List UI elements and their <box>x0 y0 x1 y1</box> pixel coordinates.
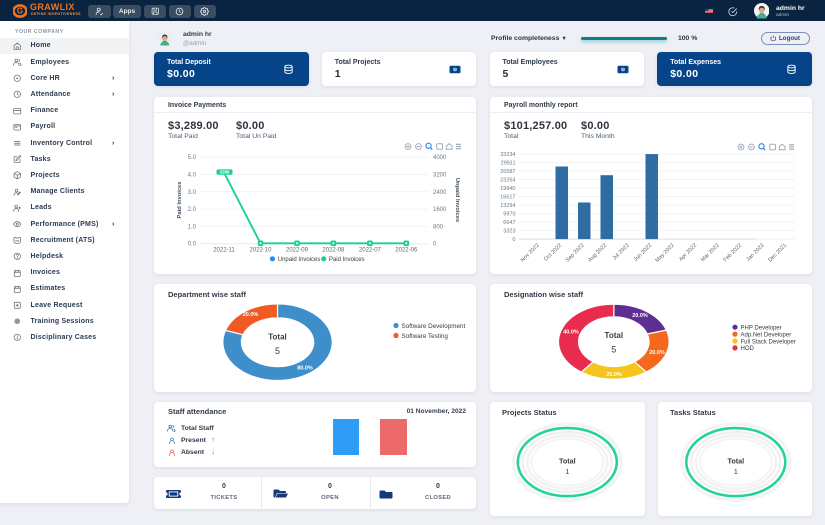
svg-text:5: 5 <box>611 344 616 354</box>
svg-text:$: $ <box>455 68 457 72</box>
svg-text:Nov 2022: Nov 2022 <box>520 243 541 264</box>
svg-text:2.0: 2.0 <box>188 207 197 213</box>
svg-text:3289: 3289 <box>220 170 230 175</box>
svg-text:2022-06: 2022-06 <box>395 247 418 253</box>
svg-text:3.0: 3.0 <box>188 190 197 196</box>
svg-text:HOD: HOD <box>741 346 755 352</box>
svg-text:Jul 2022: Jul 2022 <box>612 243 631 262</box>
svg-text:2400: 2400 <box>433 190 447 196</box>
svg-text:Paid Invoices: Paid Invoices <box>329 257 365 263</box>
svg-text:Total: Total <box>268 332 287 341</box>
svg-text:19940: 19940 <box>500 186 515 192</box>
svg-text:0.0: 0.0 <box>188 242 197 248</box>
svg-text:2022-08: 2022-08 <box>322 247 345 253</box>
svg-text:29911: 29911 <box>501 161 516 167</box>
svg-text:Mar 2022: Mar 2022 <box>700 243 721 264</box>
svg-text:2022-11: 2022-11 <box>213 247 235 253</box>
svg-text:20.0%: 20.0% <box>649 350 665 356</box>
svg-text:Adp.Net Developer: Adp.Net Developer <box>741 332 792 338</box>
svg-text:Jan 2022: Jan 2022 <box>745 243 765 263</box>
svg-text:16617: 16617 <box>500 195 515 201</box>
svg-text:Total: Total <box>559 457 576 466</box>
svg-text:2022-10: 2022-10 <box>250 247 273 253</box>
svg-text:Aug 2022: Aug 2022 <box>587 243 608 264</box>
svg-text:1600: 1600 <box>433 207 447 213</box>
svg-text:Unpaid Invoices: Unpaid Invoices <box>454 178 460 222</box>
svg-text:1: 1 <box>734 469 738 476</box>
svg-text:PHP Developer: PHP Developer <box>741 325 782 331</box>
svg-text:Software Development: Software Development <box>402 322 466 329</box>
svg-text:2022-09: 2022-09 <box>286 247 309 253</box>
svg-text:6647: 6647 <box>503 220 515 226</box>
svg-text:1.0: 1.0 <box>188 224 197 230</box>
svg-text:Apr 2022: Apr 2022 <box>678 243 698 263</box>
svg-text:13294: 13294 <box>500 203 515 209</box>
svg-text:5: 5 <box>275 346 280 356</box>
svg-text:Paid Invoices: Paid Invoices <box>177 182 183 219</box>
svg-text:40.0%: 40.0% <box>563 329 579 335</box>
svg-text:800: 800 <box>433 224 444 230</box>
svg-text:0: 0 <box>512 237 515 243</box>
svg-text:Dec 2021: Dec 2021 <box>767 243 788 264</box>
svg-text:Total: Total <box>605 331 624 340</box>
svg-text:$: $ <box>622 68 624 72</box>
svg-text:Jun 2022: Jun 2022 <box>633 243 653 263</box>
svg-text:3323: 3323 <box>503 229 515 235</box>
svg-text:4000: 4000 <box>433 155 447 161</box>
svg-text:23264: 23264 <box>500 178 515 184</box>
svg-text:Full Stack Developer: Full Stack Developer <box>741 339 796 345</box>
svg-text:Sep 2022: Sep 2022 <box>565 243 586 264</box>
svg-text:9970: 9970 <box>503 212 515 218</box>
svg-text:33234: 33234 <box>500 152 515 158</box>
svg-text:Total: Total <box>727 457 744 466</box>
svg-text:3200: 3200 <box>433 172 447 178</box>
svg-text:2022-07: 2022-07 <box>359 247 382 253</box>
svg-text:80.0%: 80.0% <box>297 365 313 371</box>
svg-text:G: G <box>17 7 23 16</box>
svg-text:1: 1 <box>565 469 569 476</box>
svg-text:0: 0 <box>433 242 437 248</box>
svg-text:May 2022: May 2022 <box>654 243 675 264</box>
svg-text:Software Testing: Software Testing <box>402 332 449 339</box>
svg-text:Unpaid Invoices: Unpaid Invoices <box>278 257 321 263</box>
svg-text:5.0: 5.0 <box>188 155 197 161</box>
svg-text:20.0%: 20.0% <box>606 372 622 378</box>
svg-text:Feb 2022: Feb 2022 <box>723 243 744 264</box>
svg-text:26587: 26587 <box>500 169 515 175</box>
svg-text:4.0: 4.0 <box>188 172 197 178</box>
svg-text:20.0%: 20.0% <box>243 312 259 318</box>
svg-text:20.0%: 20.0% <box>632 313 648 319</box>
svg-text:Oct 2022: Oct 2022 <box>543 243 563 263</box>
